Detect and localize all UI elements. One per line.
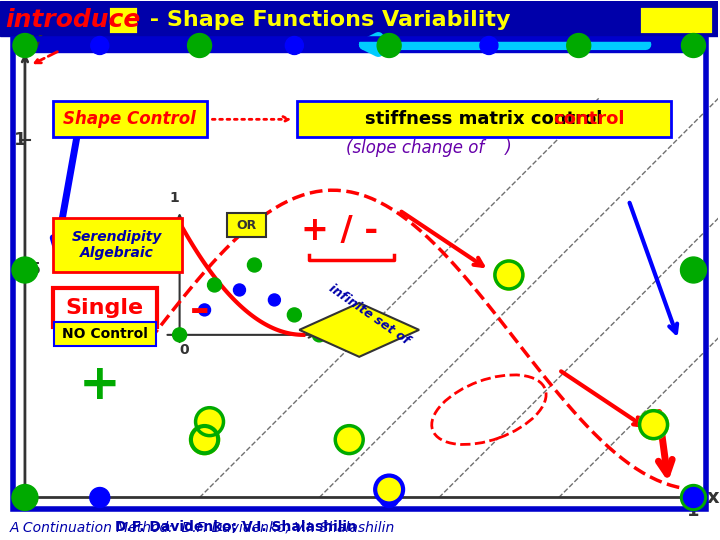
Circle shape	[191, 426, 218, 454]
FancyBboxPatch shape	[13, 38, 706, 52]
Text: + / -: + / -	[301, 214, 378, 247]
Text: +: +	[79, 361, 121, 409]
Circle shape	[639, 411, 667, 438]
Text: 1: 1	[170, 191, 179, 205]
Text: - Shape Functions Variability: - Shape Functions Variability	[142, 10, 510, 30]
Text: infinite set of: infinite set of	[326, 282, 412, 348]
Circle shape	[199, 304, 210, 316]
Circle shape	[188, 33, 212, 57]
Circle shape	[207, 278, 222, 292]
Circle shape	[375, 476, 403, 503]
Circle shape	[196, 408, 223, 436]
Circle shape	[233, 284, 246, 296]
Text: –: –	[190, 291, 210, 329]
FancyBboxPatch shape	[53, 288, 157, 327]
FancyBboxPatch shape	[639, 5, 714, 33]
Circle shape	[91, 37, 109, 55]
FancyBboxPatch shape	[108, 5, 138, 33]
Circle shape	[683, 488, 703, 508]
Text: introduce: introduce	[5, 8, 140, 31]
Text: stiffness matrix control: stiffness matrix control	[365, 110, 603, 129]
Text: Serendipity
Algebraic: Serendipity Algebraic	[71, 230, 162, 260]
Text: x: x	[706, 488, 719, 507]
Circle shape	[12, 257, 38, 283]
Text: A Continuation Method:  D.F. Davidenko; V.I. Shalashilin: A Continuation Method: D.F. Davidenko; V…	[10, 521, 395, 535]
Text: (slope change of    ): (slope change of )	[346, 139, 512, 157]
FancyBboxPatch shape	[54, 322, 156, 346]
Text: OR: OR	[236, 219, 256, 232]
FancyBboxPatch shape	[53, 218, 181, 272]
Circle shape	[312, 328, 326, 342]
Circle shape	[680, 257, 706, 283]
Circle shape	[680, 484, 706, 510]
Circle shape	[90, 488, 109, 508]
Circle shape	[480, 37, 498, 55]
Circle shape	[173, 328, 186, 342]
Circle shape	[269, 294, 280, 306]
Text: 1: 1	[687, 502, 700, 521]
Text: 1: 1	[14, 131, 27, 149]
Text: 0: 0	[179, 343, 189, 357]
Text: control: control	[553, 110, 624, 129]
Text: 0: 0	[14, 489, 27, 507]
Circle shape	[192, 427, 217, 453]
Circle shape	[682, 33, 706, 57]
Circle shape	[13, 33, 37, 57]
Text: 0.5: 0.5	[14, 262, 41, 278]
FancyBboxPatch shape	[228, 213, 266, 237]
Circle shape	[379, 488, 399, 508]
Circle shape	[12, 484, 38, 510]
Circle shape	[336, 426, 363, 454]
FancyBboxPatch shape	[53, 102, 207, 137]
FancyBboxPatch shape	[297, 102, 670, 137]
Text: x: x	[328, 327, 337, 342]
Circle shape	[495, 261, 523, 289]
Circle shape	[287, 308, 302, 322]
Polygon shape	[300, 303, 419, 357]
FancyBboxPatch shape	[0, 1, 719, 36]
Text: Single: Single	[66, 298, 144, 318]
Circle shape	[377, 33, 401, 57]
Circle shape	[567, 33, 590, 57]
Circle shape	[285, 37, 303, 55]
Text: NO Control: NO Control	[62, 327, 148, 341]
Text: D.F. Davidenko; V.I. Shalashilin: D.F. Davidenko; V.I. Shalashilin	[114, 521, 356, 535]
Circle shape	[248, 258, 261, 272]
Text: Shape Control: Shape Control	[63, 110, 196, 129]
Text: y: y	[30, 31, 42, 50]
